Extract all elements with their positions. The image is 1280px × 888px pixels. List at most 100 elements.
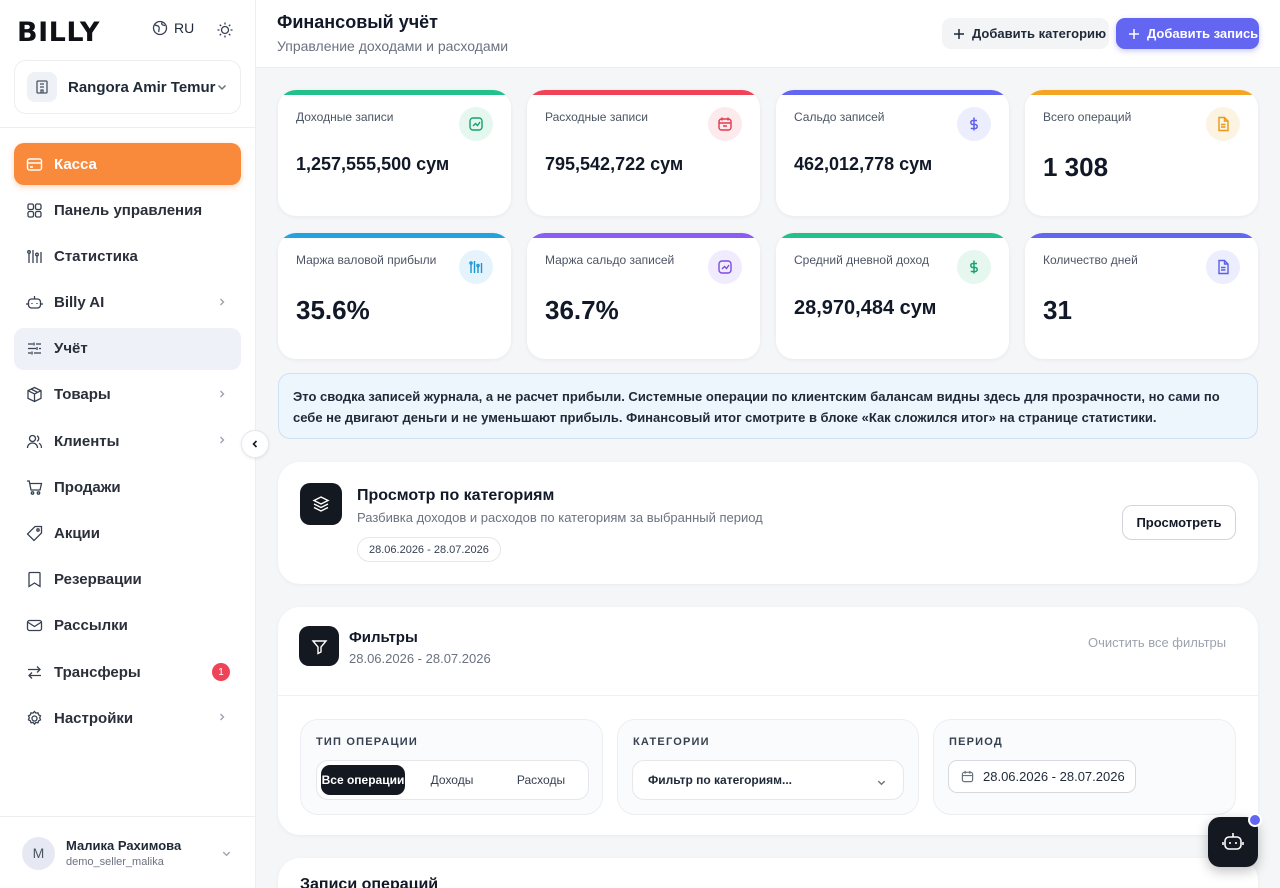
- filters-panel: Фильтры 28.06.2026 - 28.07.2026 Очистить…: [278, 607, 1258, 835]
- robot-icon: [1221, 830, 1245, 854]
- stat-card-balance-margin: Маржа сальдо записей 36.7%: [527, 233, 760, 359]
- period-filter: ПЕРИОД 28.06.2026 - 28.07.2026: [933, 719, 1236, 815]
- sidebar-item-accounting[interactable]: Учёт: [14, 327, 241, 370]
- page-header: Финансовый учёт Управление доходами и ра…: [256, 0, 1280, 68]
- main-content: Финансовый учёт Управление доходами и ра…: [256, 0, 1280, 888]
- filter-icon: [299, 626, 339, 666]
- layers-icon: [300, 483, 342, 525]
- plus-icon: [1128, 28, 1140, 40]
- calendar-icon: [708, 107, 742, 141]
- sidebar-item-label: Акции: [54, 525, 101, 542]
- sidebar-item-label: Учёт: [54, 340, 88, 358]
- stat-label: Доходные записи: [296, 110, 394, 124]
- sidebar-item-statistics[interactable]: Статистика: [14, 235, 241, 277]
- accent-bar: [776, 233, 1009, 238]
- store-selector[interactable]: Rangora Amir Temur: [14, 60, 241, 114]
- stat-value: 1,257,555,500 сум: [296, 154, 450, 174]
- add-category-button[interactable]: Добавить категорию: [942, 18, 1109, 49]
- sidebar-item-label: Клиенты: [54, 432, 120, 450]
- accent-bar: [527, 233, 760, 238]
- sidebar-divider: [0, 127, 256, 128]
- sidebar-item-label: Панель управления: [54, 201, 203, 219]
- sidebar-item-transfers[interactable]: Трансферы 1: [14, 651, 241, 693]
- sidebar-item-clients[interactable]: Клиенты: [14, 420, 241, 462]
- chevron-right-icon: [217, 389, 227, 399]
- sidebar-item-label: Касса: [54, 155, 97, 173]
- stat-value: 462,012,778 сум: [794, 154, 933, 174]
- sidebar-item-label: Товары: [54, 386, 111, 404]
- add-record-label: Добавить запись: [1147, 26, 1259, 41]
- category-select[interactable]: Фильтр по категориям...: [632, 760, 904, 800]
- add-record-button[interactable]: Добавить запись: [1116, 18, 1259, 49]
- date-range-value: 28.06.2026 - 28.07.2026: [983, 769, 1125, 784]
- language-switcher[interactable]: RU: [152, 20, 194, 36]
- type-option-income[interactable]: Доходы: [430, 773, 474, 787]
- notification-badge: 1: [212, 663, 230, 682]
- dashboard-icon: [25, 201, 43, 219]
- sidebar-divider: [0, 816, 256, 817]
- stat-label: Количество дней: [1043, 253, 1138, 267]
- user-name: Малика Рахимова: [66, 838, 182, 853]
- sidebar-item-label: Продажи: [54, 478, 121, 496]
- globe-icon: [152, 20, 168, 36]
- add-category-label: Добавить категорию: [972, 26, 1107, 41]
- period-chip: 28.06.2026 - 28.07.2026: [357, 537, 501, 562]
- stat-card-balance: Сальдо записей 462,012,778 сум: [776, 90, 1009, 216]
- page-title: Финансовый учёт: [277, 12, 438, 32]
- stat-label: Средний дневной доход: [794, 253, 929, 267]
- user-menu[interactable]: M Малика Рахимова demo_seller_malika: [22, 834, 236, 872]
- store-icon: [27, 72, 57, 102]
- type-option-expense[interactable]: Расходы: [516, 773, 566, 787]
- records-title: Записи операций: [300, 876, 439, 888]
- bar-chart-icon: [459, 250, 493, 284]
- sidebar-item-products[interactable]: Товары: [14, 374, 241, 416]
- sidebar-item-billy-ai[interactable]: Billy AI: [14, 282, 241, 324]
- clear-filters-link[interactable]: Очистить все фильтры: [1088, 635, 1227, 650]
- stat-card-avg-daily-income: Средний дневной доход 28,970,484 сум: [776, 233, 1009, 359]
- date-range-input[interactable]: 28.06.2026 - 28.07.2026: [948, 760, 1136, 793]
- sidebar-item-sales[interactable]: Продажи: [14, 466, 241, 508]
- ai-assistant-button[interactable]: [1208, 813, 1262, 867]
- chevron-down-icon: [876, 777, 887, 788]
- type-option-all[interactable]: Все операции: [321, 765, 405, 795]
- sidebar-item-reservations[interactable]: Резервации: [14, 559, 241, 601]
- chevron-down-icon: [216, 81, 228, 93]
- records-panel: Записи операций: [278, 858, 1258, 888]
- sidebar-item-label: Резервации: [54, 571, 142, 589]
- users-icon: [25, 432, 43, 450]
- stat-value: 36.7%: [545, 295, 619, 325]
- categories-title: Просмотр по категориям: [357, 487, 555, 504]
- view-categories-button[interactable]: Просмотреть: [1122, 505, 1236, 540]
- accounting-icon: [25, 340, 43, 358]
- stat-label: Сальдо записей: [794, 110, 885, 124]
- category-filter: КАТЕГОРИИ Фильтр по категориям...: [617, 719, 919, 815]
- sidebar-item-dashboard[interactable]: Панель управления: [14, 189, 241, 231]
- status-dot: [1248, 813, 1262, 827]
- stat-value: 31: [1043, 295, 1072, 325]
- sun-icon[interactable]: [216, 21, 234, 39]
- dollar-icon: [957, 250, 991, 284]
- bookmark-icon: [25, 571, 43, 589]
- operation-type-segmented: Все операции Доходы Расходы: [316, 760, 589, 800]
- stat-value: 35.6%: [296, 295, 370, 325]
- accent-bar: [278, 90, 511, 95]
- stat-label: Расходные записи: [545, 110, 648, 124]
- sidebar-collapse-button[interactable]: [241, 430, 269, 458]
- tag-icon: [25, 525, 43, 543]
- box-icon: [25, 386, 43, 404]
- app-logo[interactable]: BILLY: [17, 17, 100, 48]
- sidebar-nav: Касса Панель управления Статистика Billy…: [14, 143, 241, 743]
- sidebar-item-mailings[interactable]: Рассылки: [14, 605, 241, 647]
- store-name: Rangora Amir Temur: [68, 78, 216, 96]
- filters-title: Фильтры: [349, 629, 418, 646]
- filter-caption: КАТЕГОРИИ: [633, 736, 710, 748]
- cash-register-icon: [25, 155, 43, 173]
- stat-label: Маржа валовой прибыли: [296, 253, 437, 267]
- accent-bar: [527, 90, 760, 95]
- filter-caption: ПЕРИОД: [949, 736, 1003, 748]
- category-select-value: Фильтр по категориям...: [648, 773, 793, 787]
- sidebar-item-promotions[interactable]: Акции: [14, 513, 241, 555]
- sidebar-item-settings[interactable]: Настройки: [14, 697, 241, 739]
- chevron-right-icon: [217, 712, 227, 722]
- sidebar-item-kassa[interactable]: Касса: [14, 143, 241, 185]
